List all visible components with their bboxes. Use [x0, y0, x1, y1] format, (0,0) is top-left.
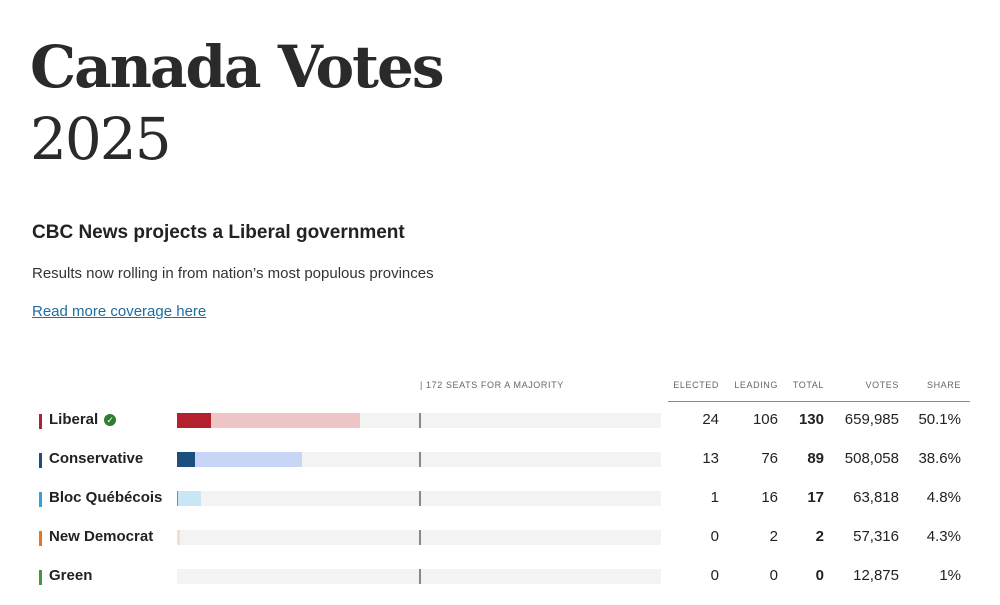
- majority-marker: [419, 413, 421, 428]
- seat-bar-leading: [177, 413, 360, 428]
- majority-marker: [419, 569, 421, 584]
- page-title: Canada Votes: [30, 33, 445, 101]
- elected-count: 24: [702, 411, 719, 428]
- story-subhead: Results now rolling in from nation’s mos…: [32, 265, 434, 282]
- party-color-swatch: [39, 570, 42, 585]
- seat-bar-leading: [177, 491, 201, 506]
- party-color-swatch: [39, 453, 42, 468]
- read-more-link[interactable]: Read more coverage here: [32, 303, 207, 320]
- party-row: Bloc Québécois 1 16 17 63,818 4.8%: [0, 484, 1000, 523]
- total-seats: 17: [807, 489, 824, 506]
- header-leading: LEADING: [734, 380, 778, 390]
- majority-marker: [419, 530, 421, 545]
- leading-count: 0: [769, 567, 778, 584]
- header-share: SHARE: [926, 380, 961, 390]
- seat-bar-track: [177, 452, 661, 467]
- vote-share: 1%: [939, 567, 961, 584]
- header-elected: ELECTED: [673, 380, 719, 390]
- seat-bar-elected: [177, 452, 196, 467]
- party-name-label: Conservative: [49, 450, 144, 467]
- party-row: Liberal ✓ 24 106 130 659,985 50.1%: [0, 406, 1000, 445]
- total-seats: 0: [815, 567, 824, 584]
- vote-share: 4.8%: [926, 489, 961, 506]
- vote-count: 57,316: [853, 528, 899, 545]
- party-row: Conservative 13 76 89 508,058 38.6%: [0, 445, 1000, 484]
- total-seats: 89: [807, 450, 824, 467]
- vote-count: 508,058: [844, 450, 899, 467]
- seat-bar-elected: [177, 491, 179, 506]
- party-name-label: New Democrat: [49, 528, 154, 545]
- vote-share: 4.3%: [926, 528, 961, 545]
- seat-bar-track: [177, 413, 661, 428]
- seat-bar-track: [177, 530, 661, 545]
- vote-share: 50.1%: [918, 411, 961, 428]
- party-row: New Democrat 0 2 2 57,316 4.3%: [0, 523, 1000, 562]
- majority-note: | 172 SEATS FOR A MAJORITY: [420, 380, 564, 390]
- party-name: Conservative: [49, 450, 143, 467]
- majority-marker: [419, 491, 421, 506]
- party-row: Green 0 0 0 12,875 1%: [0, 562, 1000, 601]
- party-name: Liberal ✓: [49, 411, 117, 428]
- party-name-label: Green: [49, 567, 93, 584]
- elected-count: 0: [710, 528, 719, 545]
- elected-count: 1: [710, 489, 719, 506]
- check-icon: ✓: [104, 414, 117, 426]
- majority-marker: [419, 452, 421, 467]
- leading-count: 76: [761, 450, 778, 467]
- vote-count: 63,818: [853, 489, 899, 506]
- header-divider: [668, 401, 970, 402]
- elected-count: 0: [710, 567, 719, 584]
- header-votes: VOTES: [865, 380, 899, 390]
- leading-count: 16: [761, 489, 778, 506]
- leading-count: 106: [752, 411, 778, 428]
- party-color-swatch: [39, 492, 42, 507]
- elected-count: 13: [702, 450, 719, 467]
- seat-bar-track: [177, 569, 661, 584]
- party-name: New Democrat: [49, 528, 153, 545]
- seat-bar-elected: [177, 413, 211, 428]
- party-color-swatch: [39, 414, 42, 429]
- leading-count: 2: [769, 528, 778, 545]
- total-seats: 2: [815, 528, 824, 545]
- party-name-label: Bloc Québécois: [49, 489, 163, 506]
- vote-count: 12,875: [853, 567, 899, 584]
- header-total: TOTAL: [792, 380, 824, 390]
- seat-bar-leading: [177, 530, 180, 545]
- party-color-swatch: [39, 531, 42, 546]
- vote-count: 659,985: [844, 411, 899, 428]
- vote-share: 38.6%: [918, 450, 961, 467]
- party-name: Bloc Québécois: [49, 489, 162, 506]
- party-name-label: Liberal: [49, 411, 99, 428]
- total-seats: 130: [798, 411, 824, 428]
- party-name: Green: [49, 567, 92, 584]
- story-headline: CBC News projects a Liberal government: [32, 222, 405, 243]
- seat-bar-track: [177, 491, 661, 506]
- election-year: 2025: [30, 105, 172, 173]
- seat-bar-leading: [177, 452, 303, 467]
